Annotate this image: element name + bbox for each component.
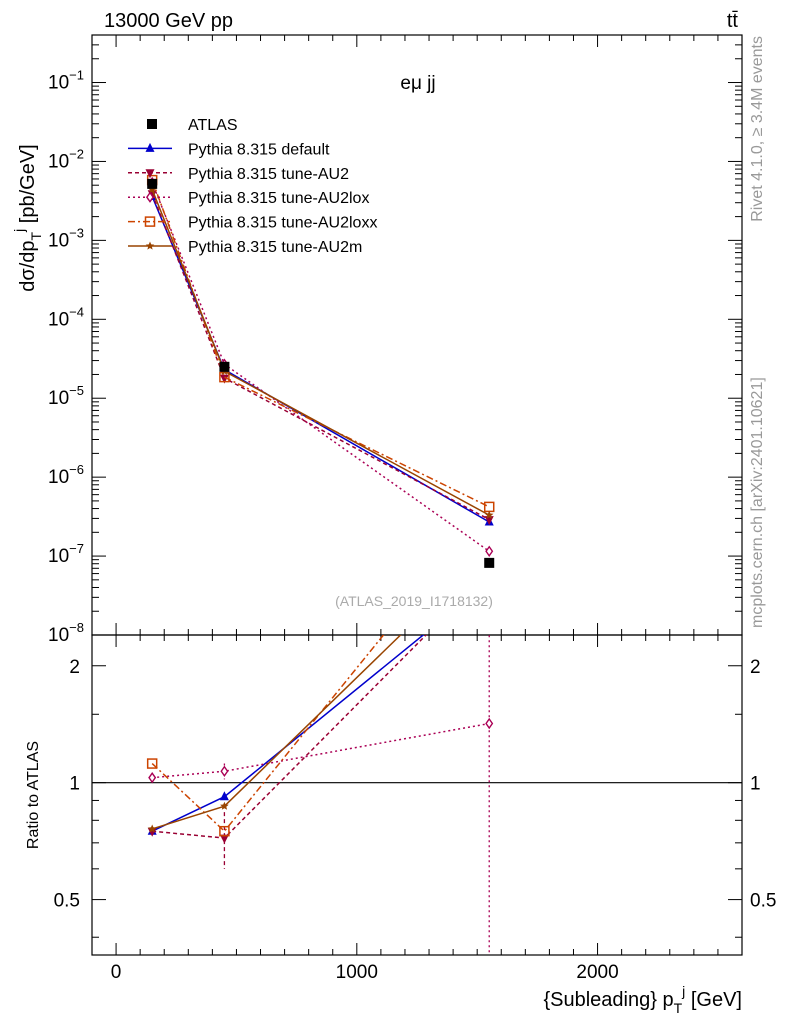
ratio-point: [148, 771, 157, 784]
y-axis-title-sub: T: [28, 231, 44, 240]
ratio-point: [220, 765, 229, 777]
ratio-point: [485, 717, 494, 730]
x-axis-title-suffix: [GeV]: [685, 989, 742, 1011]
ratio-point: [147, 827, 157, 837]
legend-label: Pythia 8.315 tune-AU2loxx: [188, 215, 377, 232]
legend-marker: [145, 169, 155, 179]
series-4-ratio: [147, 635, 402, 833]
y-tick-label: 10−1: [48, 68, 84, 94]
legend-entry-3: Pythia 8.315 tune-AU2loxx: [128, 215, 377, 232]
x-axis-title: {Subleading} pTj [GeV]: [543, 983, 742, 1016]
legend-entry-0: Pythia 8.315 default: [128, 141, 330, 158]
series-point: [484, 510, 494, 519]
ratio-tick-label-left: 0.5: [54, 891, 80, 912]
legend-marker: [145, 142, 155, 152]
series-line: [151, 182, 490, 552]
legend-entry-data: ATLAS: [147, 117, 238, 134]
ratio-point: [219, 834, 229, 844]
x-tick-label: 0: [111, 962, 122, 983]
ratio-y-axis-title: Ratio to ATLAS: [25, 741, 42, 849]
rivet-label: Rivet 4.1.0, ≥ 3.4M events: [749, 36, 766, 222]
energy-label: 13000 GeV pp: [104, 10, 233, 32]
ratio-point: [219, 791, 229, 801]
series-point: [219, 374, 229, 384]
x-axis-title-sup: j: [681, 983, 685, 999]
ratio-line: [152, 635, 428, 839]
ratio-plot-frame: [91, 634, 743, 956]
series-3-ratio: [146, 635, 385, 837]
legend-marker: [145, 191, 155, 203]
axes-group: 0 1000 2000 10−8 10−7 10−6 10−5 10−4 10−3 10−2 10−…: [48, 34, 776, 983]
legend-entry-4: Pythia 8.315 tune-AU2m: [128, 239, 362, 256]
y-axis-title-unit: [pb/GeV]: [17, 144, 39, 229]
x-tick-label: 2000: [576, 962, 618, 983]
ratio-point: [485, 576, 494, 585]
y-tick-label: 10−6: [48, 462, 84, 488]
ratio-line: [151, 635, 425, 832]
data-point: [147, 178, 158, 189]
series-point: [485, 545, 494, 558]
y-axis-title-main: dσ/dp: [17, 240, 39, 291]
ratio-tick-label-left: 1: [69, 774, 80, 795]
series-4-main: [147, 185, 494, 519]
series-point: [147, 185, 157, 194]
ratio-point: [485, 568, 494, 577]
ratio-point: [146, 758, 158, 769]
y-tick-label: 10−8: [48, 620, 84, 646]
ratio-line: [151, 635, 385, 833]
ratio-point: [147, 824, 157, 833]
legend-label: Pythia 8.315 tune-AU2: [188, 166, 349, 183]
ratio-line: [152, 722, 490, 779]
ratio-tick-label-left: 2: [69, 657, 80, 678]
ratio-point: [220, 801, 229, 810]
series-2-main: [148, 176, 494, 558]
plot-title: eμ jj: [400, 73, 435, 94]
y-axis-title-sup: j: [11, 229, 27, 233]
data-points: [147, 178, 495, 568]
main-content-group: [146, 174, 495, 568]
legend-marker: [144, 216, 156, 227]
series-line: [151, 179, 490, 508]
x-axis-title-prefix: {Subleading} p: [543, 989, 673, 1011]
x-axis-title-sub: T: [674, 1000, 683, 1016]
legend-marker: [147, 119, 157, 129]
analysis-id: (ATLAS_2019_I1718132): [335, 593, 493, 609]
ratio-tick-label-right: 2: [750, 657, 761, 678]
legend-entry-1: Pythia 8.315 tune-AU2: [128, 166, 349, 183]
ratio-point: [219, 825, 230, 837]
data-point: [484, 557, 495, 568]
legend-label: Pythia 8.315 tune-AU2m: [188, 239, 362, 256]
mcplots-label: mcplots.cern.ch [arXiv:2401.10621]: [749, 377, 766, 628]
y-axis-title: dσ/dpTj [pb/GeV]: [11, 144, 44, 291]
legend: ATLAS Pythia 8.315 default Pythia 8.315 tu…: [128, 117, 377, 256]
y-tick-label: 10−7: [48, 541, 84, 567]
series-0-ratio: [147, 576, 494, 835]
series-1-ratio: [147, 568, 494, 869]
data-point: [219, 361, 230, 372]
ratio-line: [151, 635, 402, 830]
legend-marker: [145, 241, 155, 250]
ratio-tick-label-right: 1: [750, 774, 761, 795]
legend-label: ATLAS: [188, 117, 238, 134]
y-tick-label: 10−3: [48, 225, 84, 251]
process-label: tt̄: [727, 10, 739, 32]
ratio-content-group: [146, 568, 494, 955]
series-2-ratio: [148, 635, 494, 955]
y-tick-label: 10−2: [48, 146, 84, 172]
legend-label: Pythia 8.315 default: [188, 141, 330, 158]
y-tick-label: 10−4: [48, 304, 84, 330]
x-tick-label: 1000: [336, 962, 378, 983]
series-point: [483, 501, 495, 513]
y-tick-label: 10−5: [48, 383, 84, 409]
legend-label: Pythia 8.315 tune-AU2lox: [188, 190, 369, 207]
legend-entry-2: Pythia 8.315 tune-AU2lox: [128, 190, 369, 207]
ratio-tick-label-right: 0.5: [750, 891, 776, 912]
